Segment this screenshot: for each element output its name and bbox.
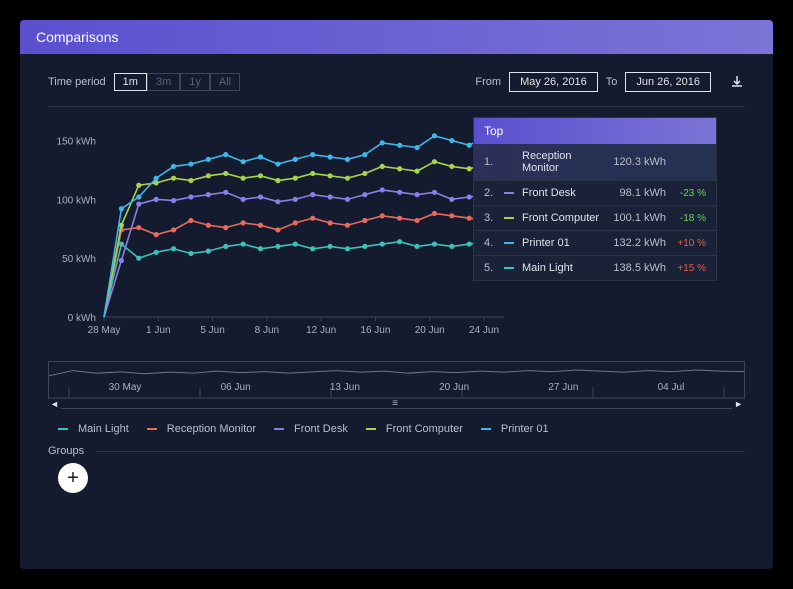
svg-text:20 Jun: 20 Jun bbox=[415, 325, 445, 336]
controls-row: Time period 1m3m1yAll From May 26, 2016 … bbox=[20, 54, 773, 100]
to-date-picker[interactable]: Jun 26, 2016 bbox=[625, 72, 711, 92]
legend: Main Light Reception Monitor Front Desk Fro… bbox=[48, 423, 745, 435]
series-swatch bbox=[504, 192, 514, 194]
top-rank: 3. bbox=[484, 212, 498, 224]
legend-swatch bbox=[481, 428, 491, 430]
svg-text:100 kWh: 100 kWh bbox=[57, 195, 96, 206]
top-name: Printer 01 bbox=[522, 237, 604, 249]
svg-text:50 kWh: 50 kWh bbox=[62, 254, 96, 265]
comparisons-panel: Comparisons Time period 1m3m1yAll From M… bbox=[20, 20, 773, 569]
brush-left-arrow[interactable]: ◄ bbox=[48, 399, 61, 409]
brush-tick-label: 20 Jun bbox=[439, 382, 469, 393]
svg-text:1 Jun: 1 Jun bbox=[146, 325, 170, 336]
svg-text:150 kWh: 150 kWh bbox=[57, 137, 96, 148]
top-value: 120.3 kWh bbox=[610, 156, 666, 168]
top-delta: -23 % bbox=[672, 188, 706, 199]
legend-item[interactable]: Reception Monitor bbox=[147, 423, 256, 435]
top-rank: 1. bbox=[484, 156, 498, 168]
top-rank: 4. bbox=[484, 237, 498, 249]
top-value: 100.1 kWh bbox=[610, 212, 666, 224]
top-delta: +15 % bbox=[672, 263, 706, 274]
legend-label: Printer 01 bbox=[501, 423, 549, 435]
download-icon[interactable] bbox=[729, 74, 745, 90]
top-row[interactable]: 4. Printer 01 132.2 kWh +10 % bbox=[474, 231, 716, 256]
legend-item[interactable]: Main Light bbox=[58, 423, 129, 435]
top-delta: -18 % bbox=[672, 213, 706, 224]
top-row[interactable]: 3. Front Computer 100.1 kWh -18 % bbox=[474, 206, 716, 231]
add-group-button[interactable]: + bbox=[58, 463, 88, 493]
top-delta: +10 % bbox=[672, 238, 706, 249]
panel-header: Comparisons bbox=[20, 20, 773, 54]
svg-text:12 Jun: 12 Jun bbox=[306, 325, 336, 336]
brush-tick-label: 27 Jun bbox=[548, 382, 578, 393]
legend-swatch bbox=[366, 428, 376, 430]
legend-item[interactable]: Front Desk bbox=[274, 423, 348, 435]
period-label: Time period bbox=[48, 76, 106, 88]
chart-area: 0 kWh 50 kWh 100 kWh 150 kWh 28 May 1 Jun 5 Ju… bbox=[48, 117, 745, 347]
svg-text:5 Jun: 5 Jun bbox=[200, 325, 224, 336]
series-swatch bbox=[504, 267, 514, 269]
brush-tick-label: 04 Jul bbox=[658, 382, 685, 393]
series-swatch bbox=[504, 242, 514, 244]
brush-grip-icon[interactable]: ≡ bbox=[392, 398, 401, 409]
top-name: Reception Monitor bbox=[522, 150, 604, 174]
legend-swatch bbox=[58, 428, 68, 430]
legend-item[interactable]: Printer 01 bbox=[481, 423, 549, 435]
top-value: 138.5 kWh bbox=[610, 262, 666, 274]
to-label: To bbox=[606, 76, 618, 88]
groups-label: Groups bbox=[48, 445, 84, 457]
legend-item[interactable]: Front Computer bbox=[366, 423, 463, 435]
top-panel-title: Top bbox=[474, 118, 716, 144]
groups-divider bbox=[96, 451, 745, 452]
top-row[interactable]: 5. Main Light 138.5 kWh +15 % bbox=[474, 256, 716, 280]
top-value: 132.2 kWh bbox=[610, 237, 666, 249]
period-button-1m[interactable]: 1m bbox=[114, 73, 147, 91]
top-row[interactable]: 2. Front Desk 98.1 kWh -23 % bbox=[474, 181, 716, 206]
period-button-1y[interactable]: 1y bbox=[180, 73, 210, 91]
legend-label: Front Desk bbox=[294, 423, 348, 435]
legend-label: Main Light bbox=[78, 423, 129, 435]
brush-tick-label: 06 Jun bbox=[221, 382, 251, 393]
top-rank: 2. bbox=[484, 187, 498, 199]
svg-text:24 Jun: 24 Jun bbox=[469, 325, 499, 336]
brush-tick-label: 13 Jun bbox=[330, 382, 360, 393]
top-name: Front Computer bbox=[522, 212, 604, 224]
legend-label: Front Computer bbox=[386, 423, 463, 435]
top-row[interactable]: 1. Reception Monitor 120.3 kWh bbox=[474, 144, 716, 181]
period-button-3m[interactable]: 3m bbox=[147, 73, 180, 91]
brush-tick-label: 30 May bbox=[109, 382, 142, 393]
svg-text:28 May: 28 May bbox=[88, 325, 121, 336]
panel-title: Comparisons bbox=[36, 29, 118, 45]
divider bbox=[48, 106, 745, 107]
time-brush[interactable]: 30 May 06 Jun 13 Jun 20 Jun 27 Jun 04 Jul ◄ ►… bbox=[48, 361, 745, 409]
series-swatch bbox=[504, 217, 514, 219]
svg-text:8 Jun: 8 Jun bbox=[255, 325, 279, 336]
from-date-picker[interactable]: May 26, 2016 bbox=[509, 72, 598, 92]
line-chart: 0 kWh 50 kWh 100 kWh 150 kWh 28 May 1 Jun 5 Ju… bbox=[48, 117, 514, 341]
legend-swatch bbox=[274, 428, 284, 430]
from-label: From bbox=[475, 76, 501, 88]
top-rank: 5. bbox=[484, 262, 498, 274]
top-name: Main Light bbox=[522, 262, 604, 274]
svg-text:0 kWh: 0 kWh bbox=[68, 313, 96, 324]
top-name: Front Desk bbox=[522, 187, 604, 199]
legend-label: Reception Monitor bbox=[167, 423, 256, 435]
svg-text:16 Jun: 16 Jun bbox=[360, 325, 390, 336]
top-value: 98.1 kWh bbox=[610, 187, 666, 199]
period-button-all[interactable]: All bbox=[210, 73, 240, 91]
top-panel: Top 1. Reception Monitor 120.3 kWh 2. Front … bbox=[473, 117, 717, 281]
legend-swatch bbox=[147, 428, 157, 430]
groups-row: Groups bbox=[48, 445, 745, 457]
brush-right-arrow[interactable]: ► bbox=[732, 399, 745, 409]
